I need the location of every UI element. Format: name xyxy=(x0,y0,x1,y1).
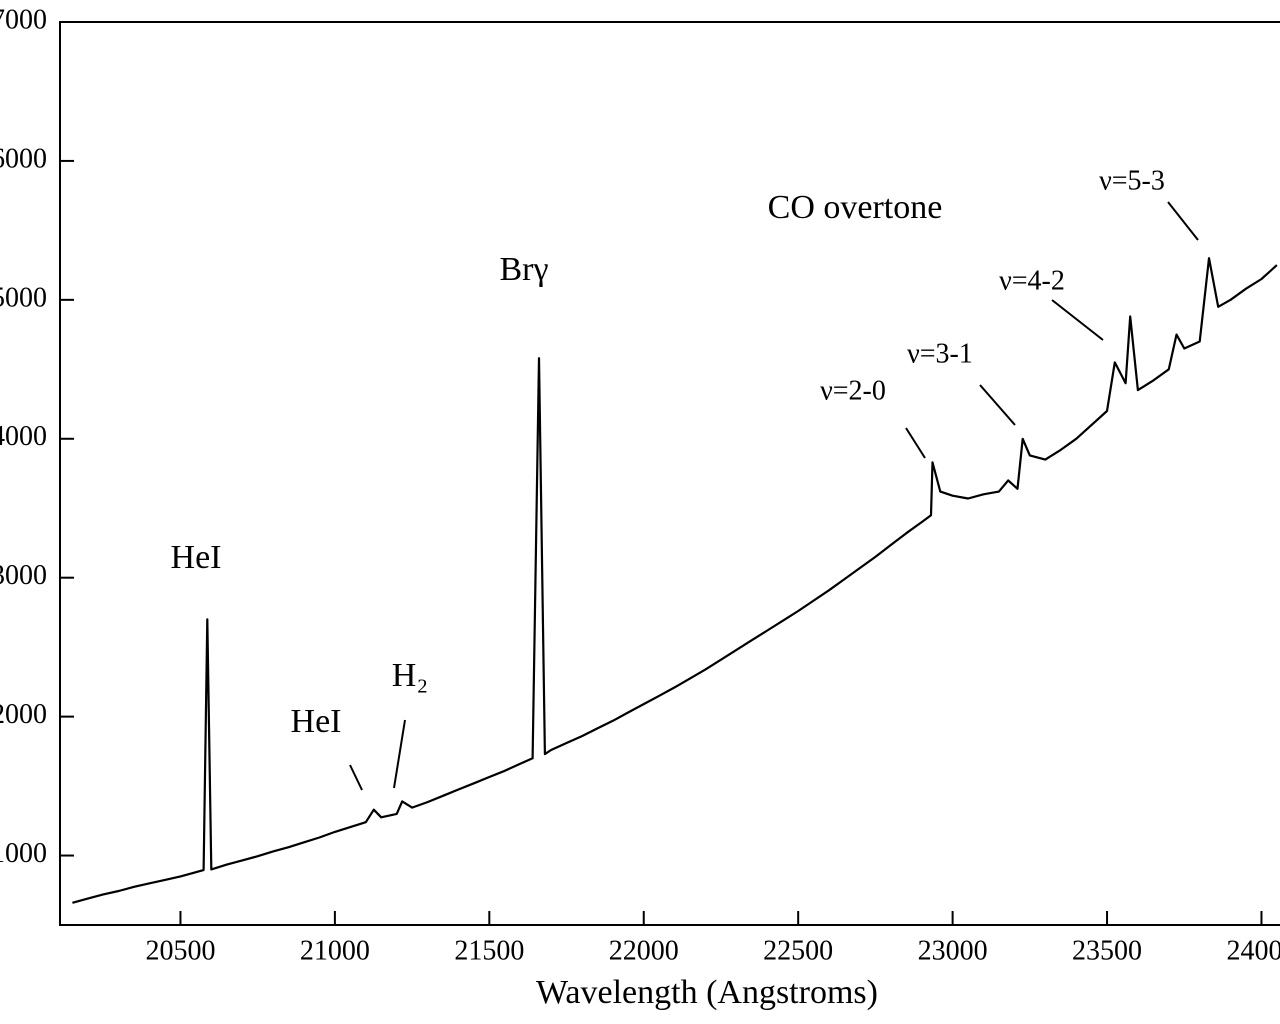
annotation: ν=2-0 xyxy=(820,375,886,406)
plot-frame xyxy=(59,21,1280,926)
annotation: Brγ xyxy=(499,251,548,288)
annotation: ν=3-1 xyxy=(907,338,973,369)
x-tick-label: 23000 xyxy=(918,935,988,966)
x-tick-label: 23500 xyxy=(1072,935,1142,966)
x-axis-label: Wavelength (Angstroms) xyxy=(536,974,878,1011)
x-tick-label: 20500 xyxy=(145,935,215,966)
annotation: ν=5-3 xyxy=(1099,165,1165,196)
y-tick-label: 6000 xyxy=(0,143,47,174)
y-tick-label: 5000 xyxy=(0,282,47,313)
leader-line xyxy=(1167,201,1199,241)
leader-line xyxy=(979,384,1016,426)
annotation: H₂ xyxy=(392,657,428,694)
y-tick-label: 2000 xyxy=(0,699,47,730)
annotation: HeI xyxy=(171,539,222,576)
leader-line xyxy=(905,427,926,459)
x-tick-label: 22500 xyxy=(763,935,833,966)
y-tick-label: 7000 xyxy=(0,4,47,35)
x-tick-label: 21500 xyxy=(454,935,524,966)
annotation: ν=4-2 xyxy=(999,265,1065,296)
leader-line xyxy=(393,719,406,789)
spectrum-line xyxy=(72,257,1278,904)
y-tick-label: 1000 xyxy=(0,838,47,869)
x-tick-label: 21000 xyxy=(300,935,370,966)
y-tick-label: 3000 xyxy=(0,560,47,591)
leader-line xyxy=(1051,299,1104,341)
annotation: HeI xyxy=(291,703,342,740)
leader-line xyxy=(349,764,363,791)
x-tick-label: 22000 xyxy=(609,935,679,966)
leader-lines xyxy=(349,201,1199,791)
annotation: CO overtone xyxy=(768,189,943,226)
